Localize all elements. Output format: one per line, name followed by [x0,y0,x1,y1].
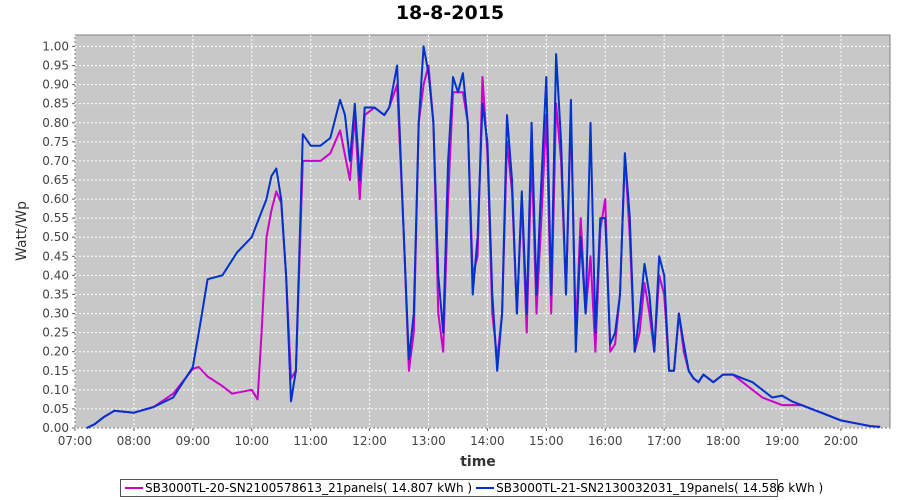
y-tick-label: 0.00 [42,421,69,435]
y-tick-label: 0.85 [42,97,69,111]
y-tick-label: 0.20 [42,345,69,359]
x-axis-label: time [460,454,496,470]
y-tick-label: 0.80 [42,116,69,130]
y-tick-label: 0.45 [42,249,69,263]
x-tick-label: 07:00 [58,434,93,448]
y-axis: 0.00 0.05 0.10 0.15 0.20 0.25 0.30 0.35 0.40 0.45… [42,39,75,435]
y-tick-label: 0.95 [42,59,69,73]
y-tick-label: 0.65 [42,173,69,187]
x-tick-label: 19:00 [765,434,800,448]
series-lines [86,45,881,429]
x-tick-label: 09:00 [176,434,211,448]
x-tick-label: 14:00 [470,434,505,448]
legend-label: SB3000TL-21-SN2130032031_19panels( 14.58… [496,481,824,495]
y-tick-label: 0.55 [42,211,69,225]
y-tick-label: 0.75 [42,135,69,149]
y-axis-label: Watt/Wp [14,201,30,261]
y-tick-label: 0.15 [42,364,69,378]
y-tick-label: 0.60 [42,192,69,206]
legend: SB3000TL-20-SN2100578613_21panels( 14.80… [120,479,823,497]
y-tick-label: 0.10 [42,383,69,397]
y-tick-label: 0.25 [42,326,69,340]
y-tick-label: 1.00 [42,39,69,53]
legend-swatch [476,487,495,489]
plot-area [74,34,891,429]
y-tick-label: 0.40 [42,268,69,282]
line-chart: 0.00 0.05 0.10 0.15 0.20 0.25 0.30 0.35 0.40 0.45… [14,34,891,470]
legend-item-1: SB3000TL-20-SN2100578613_21panels( 14.80… [125,481,472,495]
x-tick-label: 12:00 [352,434,387,448]
x-tick-label: 17:00 [647,434,682,448]
legend-label: SB3000TL-20-SN2100578613_21panels( 14.80… [145,481,473,495]
series-line-2 [86,45,881,429]
y-tick-label: 0.30 [42,307,69,321]
x-tick-label: 15:00 [529,434,564,448]
chart-title: 18-8-2015 [395,2,505,24]
y-tick-label: 0.90 [42,78,69,92]
x-tick-label: 13:00 [411,434,446,448]
x-tick-label: 08:00 [117,434,152,448]
y-tick-label: 0.35 [42,287,69,301]
legend-item-2: SB3000TL-21-SN2130032031_19panels( 14.58… [476,481,823,495]
x-tick-label: 11:00 [293,434,328,448]
x-tick-label: 18:00 [706,434,741,448]
x-tick-label: 20:00 [824,434,859,448]
y-tick-label: 0.50 [42,230,69,244]
x-axis: 07:00 08:00 09:00 10:00 11:00 12:00 13:00 14:00… [58,428,858,448]
x-tick-label: 10:00 [234,434,269,448]
y-tick-label: 0.70 [42,154,69,168]
x-tick-label: 16:00 [588,434,623,448]
legend-swatch [125,487,143,489]
y-tick-label: 0.05 [42,402,69,416]
